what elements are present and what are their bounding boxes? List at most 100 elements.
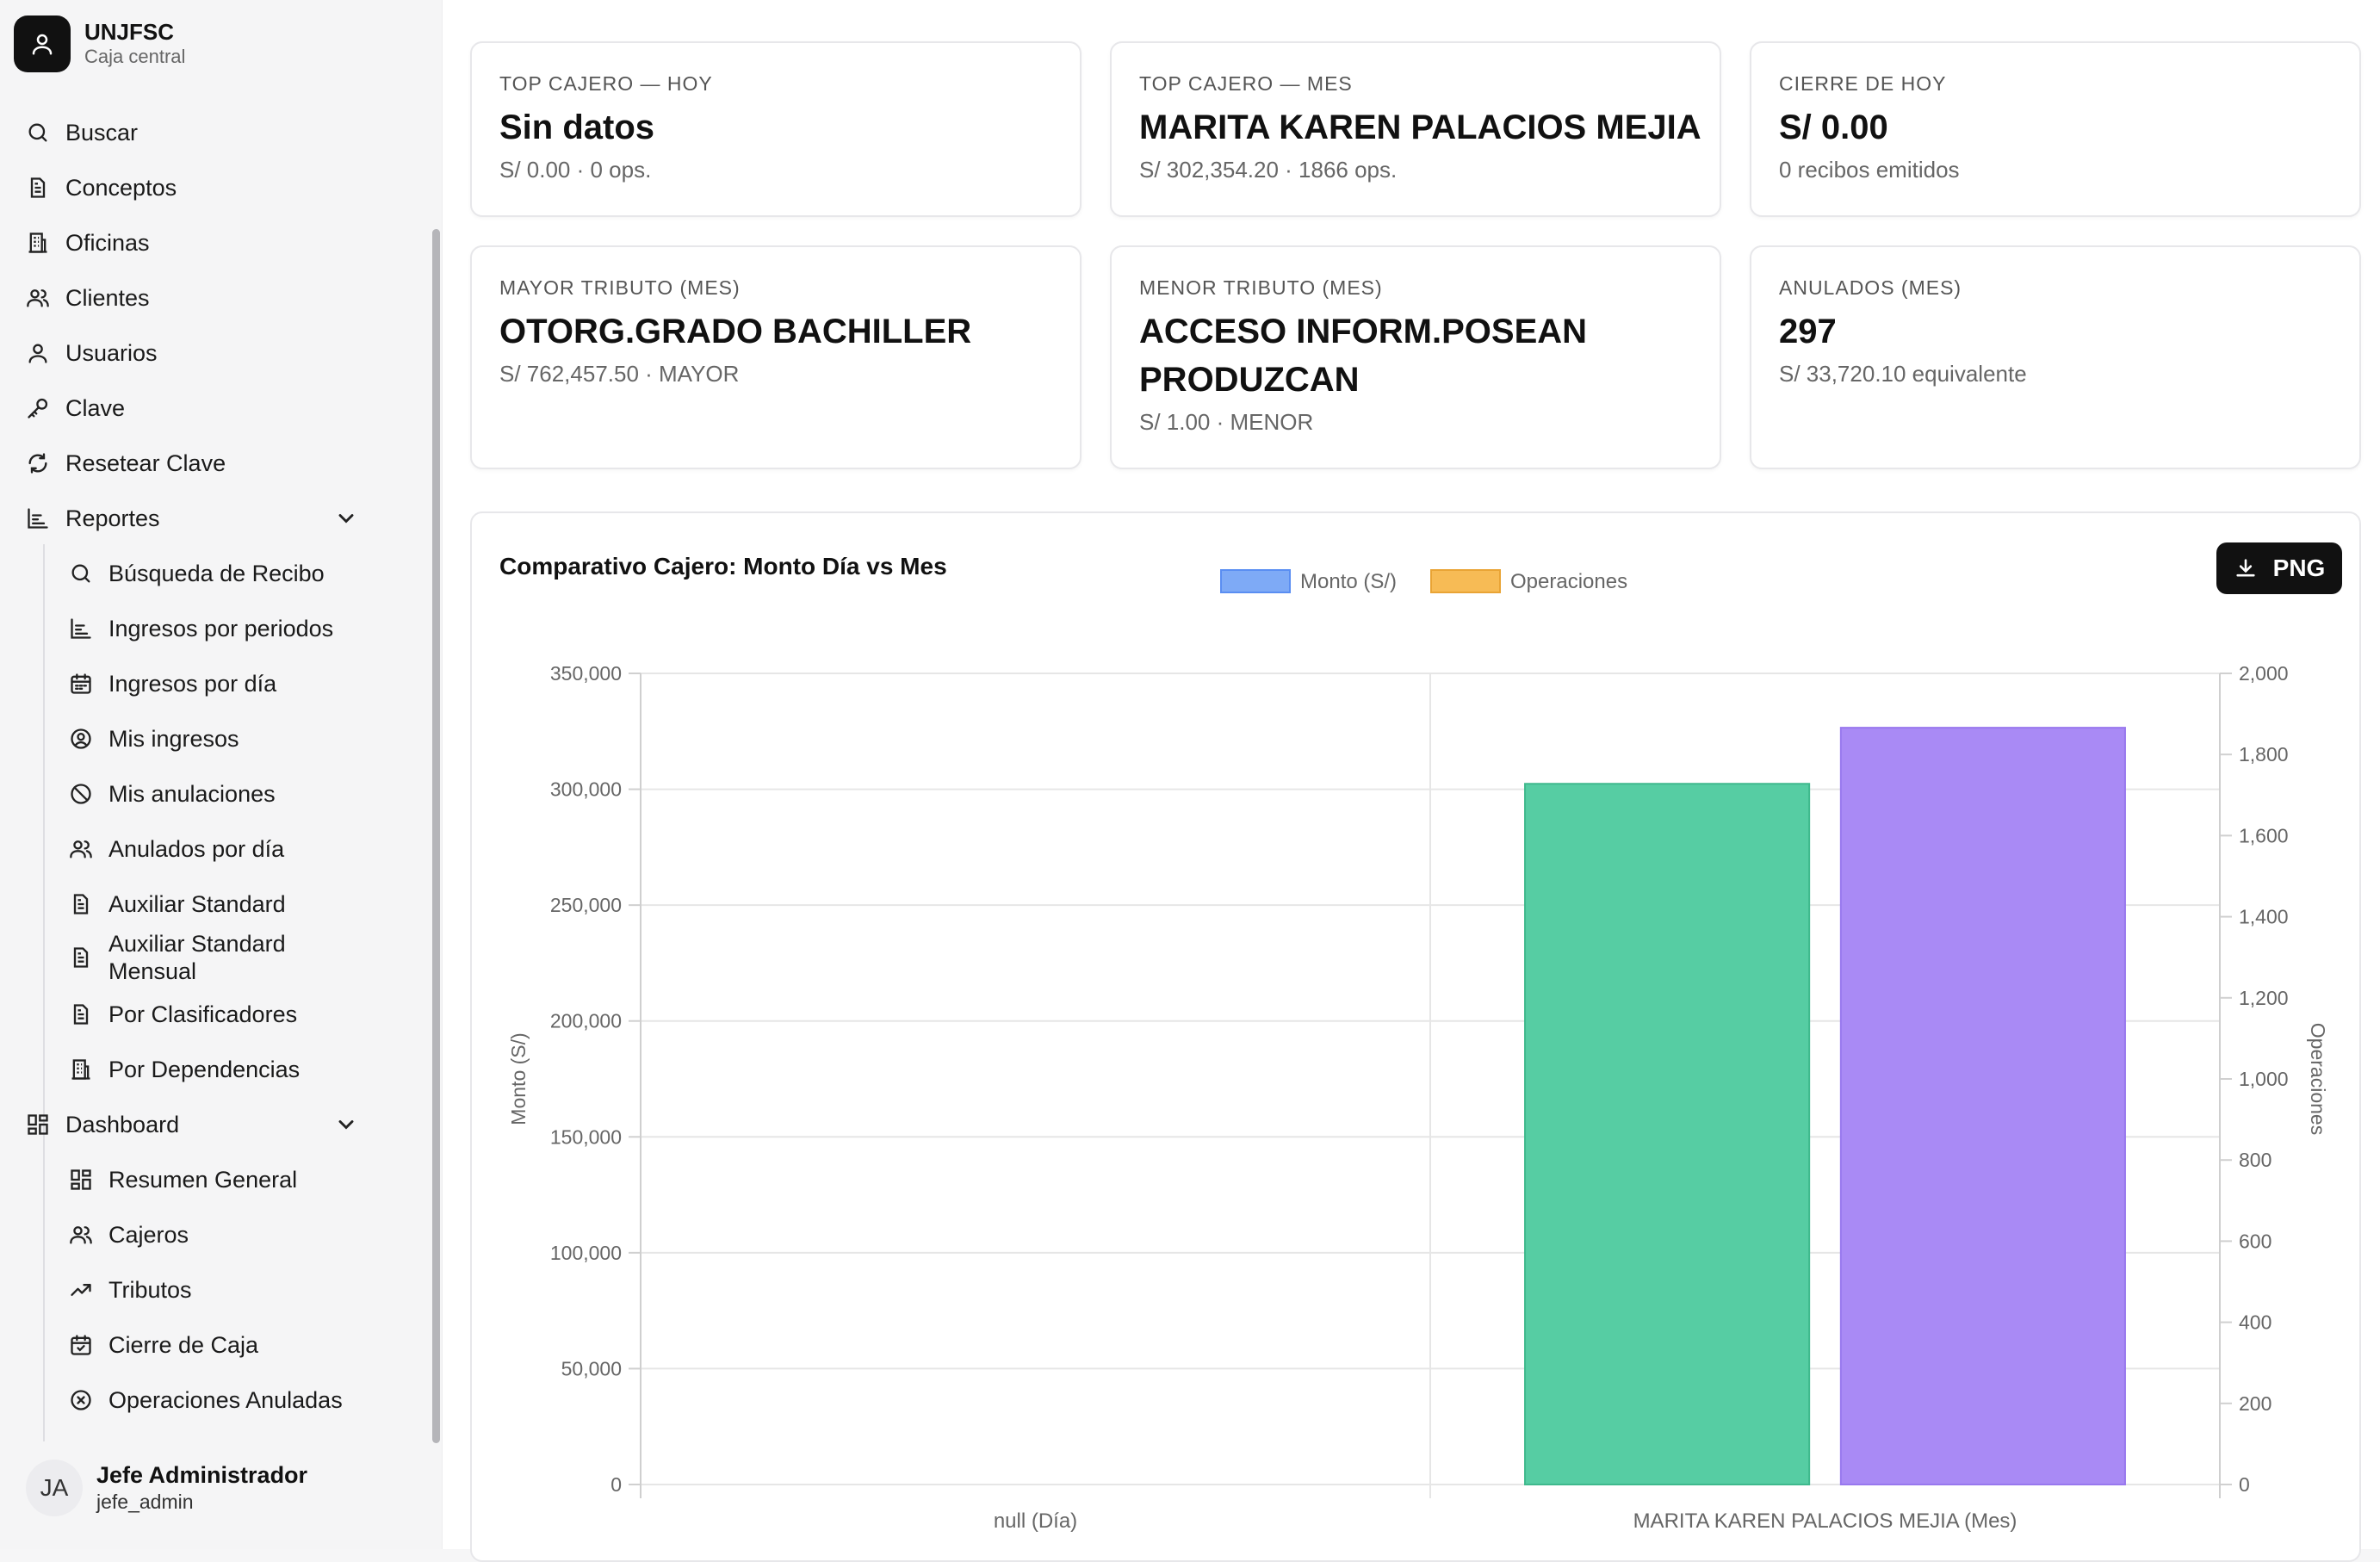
sidebar-item-resumen-general[interactable]: Resumen General xyxy=(69,1162,297,1197)
sidebar-item-label: Cajeros xyxy=(108,1221,189,1248)
sidebar-item-label: Clave xyxy=(65,394,126,421)
sidebar-item-ingresos-periodos[interactable]: Ingresos por periodos xyxy=(69,611,333,646)
card-mayor-tributo: MAYOR TRIBUTO (MES) OTORG.GRADO BACHILLE… xyxy=(470,245,1082,469)
y2-tick-label: 1,200 xyxy=(2239,987,2289,1009)
sidebar-item-label: Ingresos por periodos xyxy=(108,615,334,642)
card-value: ACCESO INFORM.POSEAN PRODUZCAN xyxy=(1139,313,1588,399)
sidebar-item-clientes[interactable]: Clientes xyxy=(26,281,150,315)
submenu-line xyxy=(43,544,45,1204)
card-anulados-mes: ANULADOS (MES) 297 S/ 33,720.10 equivale… xyxy=(1750,245,2361,469)
sidebar-item-tributos[interactable]: Tributos xyxy=(69,1273,192,1307)
submenu-line xyxy=(43,1150,45,1441)
y2-tick-label: 1,800 xyxy=(2239,743,2289,766)
card-label: TOP CAJERO — MES xyxy=(1139,72,1353,95)
card-value: S/ 0.00 xyxy=(1779,108,1888,146)
card-label: MAYOR TRIBUTO (MES) xyxy=(499,276,741,299)
sidebar-item-auxiliar-standard-mensual[interactable]: Auxiliar Standard Mensual xyxy=(69,928,286,987)
y2-tick-label: 2,000 xyxy=(2239,662,2289,685)
y2-tick-label: 200 xyxy=(2239,1392,2272,1415)
refresh-icon xyxy=(28,453,47,474)
y2-tick-label: 800 xyxy=(2239,1149,2272,1171)
y-tick-label: 250,000 xyxy=(550,894,622,916)
sidebar-item-operaciones-anuladas[interactable]: Operaciones Anuladas xyxy=(69,1383,343,1417)
sidebar-item-label: Auxiliar Standard xyxy=(108,890,286,917)
sidebar-item-mis-anulaciones[interactable]: Mis anulaciones xyxy=(69,777,276,811)
sidebar-item-clave[interactable]: Clave xyxy=(26,391,125,425)
card-label: MENOR TRIBUTO (MES) xyxy=(1139,276,1383,299)
brand-subtitle: Caja central xyxy=(84,46,186,67)
sidebar-item-anulados-dia[interactable]: Anulados por día xyxy=(69,832,284,866)
users-icon xyxy=(70,1226,92,1244)
y2-tick-label: 600 xyxy=(2239,1230,2272,1252)
user-icon xyxy=(14,15,71,72)
search-icon xyxy=(71,564,90,583)
sidebar-item-dashboard[interactable]: Dashboard xyxy=(26,1107,405,1142)
sidebar-item-por-clasificadores[interactable]: Por Clasificadores xyxy=(69,997,297,1032)
search-icon xyxy=(28,123,47,142)
y-tick-label: 350,000 xyxy=(550,662,622,685)
sidebar-item-ingresos-dia[interactable]: Ingresos por día xyxy=(69,666,276,701)
sidebar-item-label: Clientes xyxy=(65,284,150,311)
sidebar-item-buscar[interactable]: Buscar xyxy=(26,115,138,150)
legend-swatch xyxy=(1220,569,1291,593)
sidebar-item-cajeros[interactable]: Cajeros xyxy=(69,1218,189,1252)
user-icon xyxy=(28,344,47,363)
file-icon xyxy=(73,947,89,968)
y-tick-label: 200,000 xyxy=(550,1010,622,1032)
legend-label: Operaciones xyxy=(1510,570,1627,593)
y2-tick-label: 400 xyxy=(2239,1311,2272,1334)
sidebar-item-resetear-clave[interactable]: Resetear Clave xyxy=(26,446,226,480)
sidebar-item-label: Mis ingresos xyxy=(108,725,239,752)
building-icon xyxy=(71,1059,90,1080)
card-value: OTORG.GRADO BACHILLER xyxy=(499,313,972,350)
user-profile[interactable]: JA Jefe Administrador jefe_admin xyxy=(26,1460,307,1516)
sidebar-item-cierre-caja[interactable]: Cierre de Caja xyxy=(69,1328,258,1362)
avatar: JA xyxy=(26,1460,83,1516)
file-icon xyxy=(73,894,89,914)
users-icon xyxy=(27,289,49,307)
sidebar-item-auxiliar-standard[interactable]: Auxiliar Standard xyxy=(69,887,286,921)
sidebar-item-busqueda-recibo[interactable]: Búsqueda de Recibo xyxy=(69,556,325,591)
user-name: Jefe Administrador xyxy=(96,1462,308,1488)
sidebar-item-conceptos[interactable]: Conceptos xyxy=(26,170,177,205)
sidebar-item-label: Oficinas xyxy=(65,229,150,256)
sidebar-item-reportes[interactable]: Reportes xyxy=(26,501,405,536)
sidebar-item-usuarios[interactable]: Usuarios xyxy=(26,336,158,370)
file-icon xyxy=(30,177,46,198)
card-label: TOP CAJERO — HOY xyxy=(499,72,713,95)
x-circle-icon xyxy=(71,1390,91,1410)
building-icon xyxy=(28,232,47,253)
bar-operaciones xyxy=(1839,727,2126,1485)
brand: UNJFSC Caja central xyxy=(14,14,185,74)
sidebar-item-label: Conceptos xyxy=(65,174,177,201)
calendar-icon xyxy=(71,673,91,694)
y2-tick-label: 1,400 xyxy=(2239,906,2289,928)
sidebar-item-label: Buscar xyxy=(65,119,139,146)
label-line-2: Mensual xyxy=(108,958,197,984)
user-login: jefe_admin xyxy=(96,1491,194,1513)
card-sub: S/ 762,457.50 · MAYOR xyxy=(499,361,740,387)
ban-icon xyxy=(71,784,91,804)
download-png-label: PNG xyxy=(2272,555,2326,581)
x-tick-label: MARITA KAREN PALACIOS MEJIA (Mes) xyxy=(1633,1509,2017,1533)
download-icon xyxy=(2236,559,2255,577)
sidebar-item-label: Por Dependencias xyxy=(108,1056,301,1082)
trend-icon xyxy=(71,1284,91,1296)
sidebar-item-label: Operaciones Anuladas xyxy=(108,1386,343,1413)
sidebar-item-label: Dashboard xyxy=(65,1111,180,1137)
chart-icon xyxy=(71,618,91,639)
card-menor-tributo: MENOR TRIBUTO (MES) ACCESO INFORM.POSEAN… xyxy=(1110,245,1721,469)
download-png-button[interactable]: PNG xyxy=(2216,542,2342,594)
sidebar-item-label: Auxiliar Standard Mensual xyxy=(108,930,286,985)
sidebar-item-oficinas[interactable]: Oficinas xyxy=(26,226,150,260)
card-value: MARITA KAREN PALACIOS MEJIA xyxy=(1139,108,1701,146)
file-icon xyxy=(73,1004,89,1025)
chart-title: Comparativo Cajero: Monto Día vs Mes xyxy=(499,553,947,580)
y2-tick-label: 1,600 xyxy=(2239,824,2289,846)
y-tick-label: 150,000 xyxy=(550,1125,622,1148)
chart-canvas: 350,000 300,000 250,000 200,000 150,000 100,0… xyxy=(507,569,2329,1533)
sidebar-scrollbar[interactable] xyxy=(432,229,440,1443)
sidebar-item-por-dependencias[interactable]: Por Dependencias xyxy=(69,1052,300,1087)
sidebar-item-mis-ingresos[interactable]: Mis ingresos xyxy=(69,722,239,756)
card-label: CIERRE DE HOY xyxy=(1779,72,1947,95)
